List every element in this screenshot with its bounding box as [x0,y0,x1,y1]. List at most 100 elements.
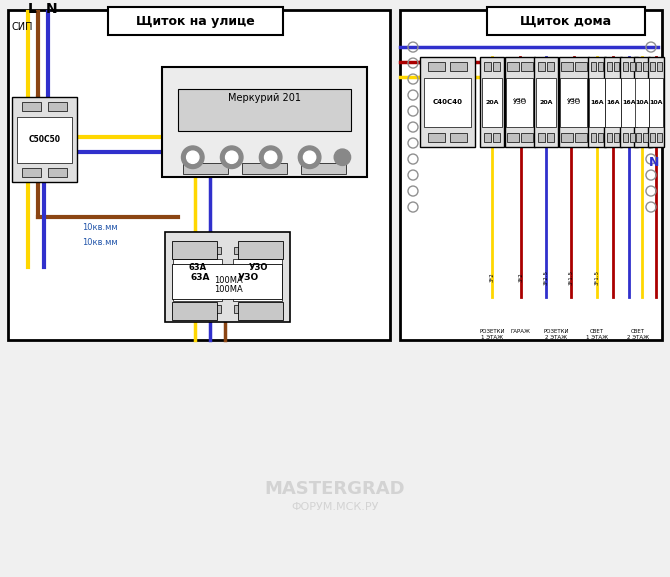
Bar [547,62,554,72]
Text: ГАРАЖ: ГАРАЖ [511,329,531,334]
Bar [8,10,390,340]
Bar [620,57,638,147]
Bar [162,67,367,177]
Circle shape [259,146,282,168]
Text: 16А: 16А [590,100,604,104]
Text: СИП: СИП [11,22,33,32]
Bar [648,57,664,147]
Text: 10кв.мм: 10кв.мм [82,238,118,246]
Text: УЗО: УЗО [249,263,268,272]
Bar [604,57,622,147]
Bar [635,78,649,128]
Bar [22,168,42,177]
Text: N: N [649,156,659,168]
Text: СВЕТ
1 ЭТАЖ: СВЕТ 1 ЭТАЖ [586,329,608,340]
Text: 3*2: 3*2 [519,272,523,282]
Text: 10кв.мм: 10кв.мм [82,223,118,231]
Bar [621,78,636,128]
Bar [12,97,77,182]
Bar [651,62,655,72]
Bar [606,62,612,72]
Text: УЗО: УЗО [567,99,581,105]
Bar [238,241,283,259]
Bar [507,62,519,72]
Bar [450,62,467,72]
Bar [547,133,554,141]
Bar [643,133,648,141]
Bar [234,246,255,254]
Bar [420,57,475,147]
Text: MASTERGRAD: MASTERGRAD [265,480,405,498]
Bar [622,133,628,141]
Text: 63А: 63А [189,263,207,272]
Circle shape [226,151,238,163]
Text: Щиток дома: Щиток дома [521,14,612,28]
Bar [260,305,281,313]
Bar [559,57,589,147]
Bar [598,133,603,141]
Text: УЗО: УЗО [237,272,259,282]
Bar [614,62,619,72]
Text: РОЗЕТКИ
2 ЭТАЖ: РОЗЕТКИ 2 ЭТАЖ [543,329,569,340]
Bar [172,264,282,299]
Bar [591,133,596,141]
Bar [651,133,655,141]
Bar [536,78,556,128]
Bar [48,102,67,111]
Circle shape [334,149,350,166]
Text: 63А: 63А [190,272,210,282]
Bar [630,62,635,72]
Bar [493,133,500,141]
Bar [614,133,619,141]
Bar [657,133,661,141]
Text: УЗО: УЗО [567,98,580,103]
Bar [172,302,217,320]
Bar [200,305,220,313]
Bar [48,168,67,177]
Bar [598,62,603,72]
Bar [165,232,290,322]
Bar [174,305,196,313]
Bar [537,133,545,141]
Bar [428,62,445,72]
Text: 100МА: 100МА [214,284,243,294]
Circle shape [187,151,199,163]
Bar [634,57,650,147]
Bar [200,246,220,254]
Bar [630,133,635,141]
Bar [424,78,470,128]
Text: C50C50: C50C50 [29,135,60,144]
Bar [170,242,225,317]
Text: 10А: 10А [635,100,649,104]
Text: 20А: 20А [539,100,553,104]
Text: 3*2: 3*2 [490,272,494,282]
Circle shape [265,151,277,163]
Text: РОЗЕТКИ
1 ЭТАЖ: РОЗЕТКИ 1 ЭТАЖ [479,329,505,340]
Circle shape [304,151,316,163]
Bar [260,246,281,254]
Bar [649,78,663,128]
Bar [234,305,255,313]
Circle shape [298,146,321,168]
Bar [505,57,535,147]
Text: 16А: 16А [606,100,620,104]
Text: N: N [46,2,58,16]
Text: Меркурий 201: Меркурий 201 [228,93,301,103]
Bar [622,62,628,72]
Bar [173,259,222,301]
Bar [643,62,648,72]
Bar [636,133,641,141]
Bar [450,133,467,141]
Circle shape [182,146,204,168]
Text: УЗО: УЗО [513,99,527,105]
Text: 3*1.5: 3*1.5 [568,269,574,284]
Bar [534,57,558,147]
Bar [487,7,645,35]
Bar [232,259,282,301]
Bar [400,10,662,340]
Bar [242,163,287,174]
Bar [561,133,573,141]
Text: ФОРУМ.МСК.РУ: ФОРУМ.МСК.РУ [291,502,379,512]
Bar [17,117,72,163]
Text: УЗО: УЗО [514,98,527,103]
